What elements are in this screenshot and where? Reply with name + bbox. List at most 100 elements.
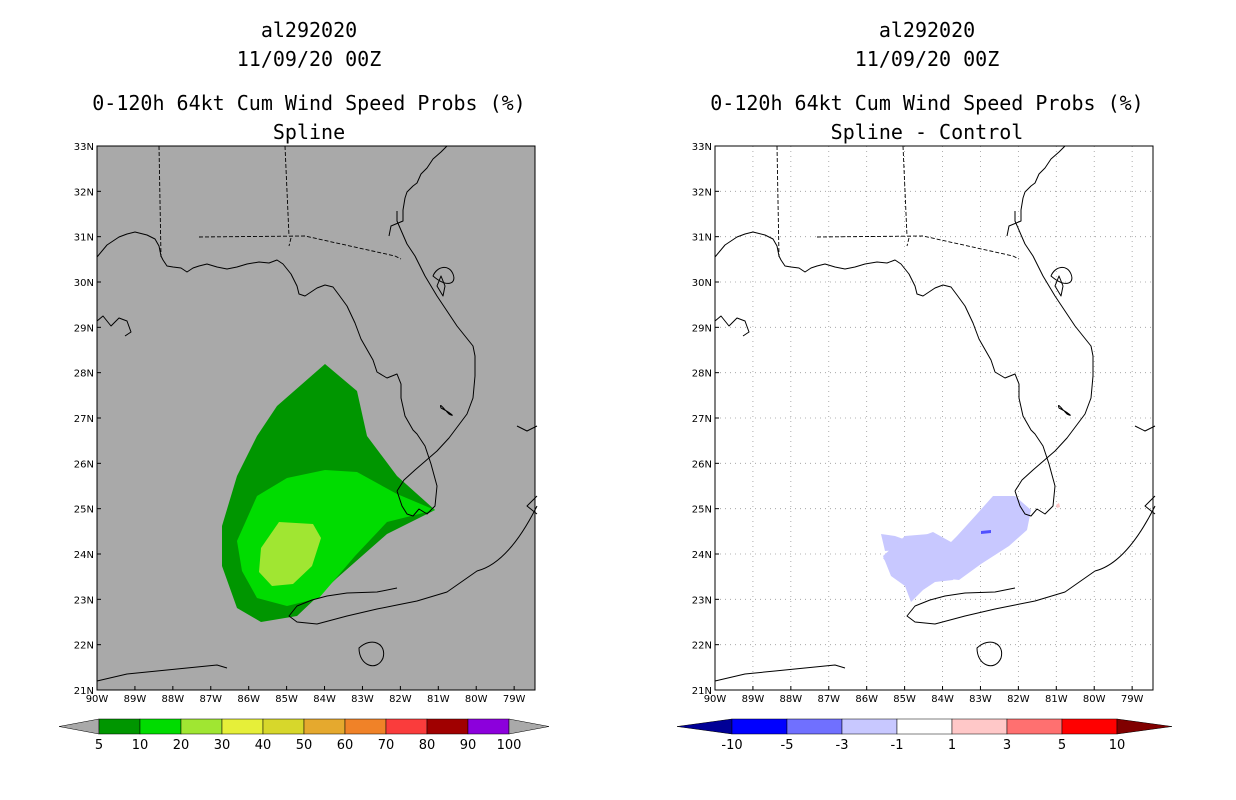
lat-tick-label: 22N: [74, 641, 94, 652]
panel-subtitle: Spline - Control: [831, 120, 1024, 144]
lon-tick-label: 84W: [313, 694, 336, 705]
product-title: 0-120h 64kt Cum Wind Speed Probs (%): [92, 91, 525, 115]
colorbar: -10 -5 -3 -1 1 3 5 10: [676, 718, 1173, 753]
colorbar-end-left: [58, 718, 100, 735]
lat-tick-label: 23N: [74, 595, 94, 606]
lat-tick-label: 26N: [74, 459, 94, 470]
lon-tick-label: 80W: [465, 694, 488, 705]
colorbar-swatch: [896, 718, 953, 735]
colorbar-label: -10: [721, 738, 742, 753]
colorbar-swatch: [951, 718, 1008, 735]
lat-tick-label: 24N: [692, 550, 712, 561]
lon-tick-label: 90W: [86, 694, 109, 705]
lon-tick-label: 88W: [780, 694, 803, 705]
colorbar-swatch: [303, 718, 346, 735]
lat-tick-label: 22N: [692, 641, 712, 652]
lat-tick-label: 31N: [692, 233, 712, 244]
colorbar-end-left: [676, 718, 733, 735]
datetime-label: 11/09/20 00Z: [237, 47, 382, 71]
colorbar-label: 20: [173, 738, 190, 753]
colorbar-swatch: [385, 718, 428, 735]
lon-tick-label: 89W: [742, 694, 765, 705]
lat-tick-label: 25N: [692, 505, 712, 516]
lon-tick-label: 79W: [503, 694, 526, 705]
lon-tick-label: 81W: [1045, 694, 1068, 705]
lon-tick-label: 90W: [704, 694, 727, 705]
lon-tick-label: 79W: [1121, 694, 1144, 705]
colorbar-swatch: [344, 718, 387, 735]
colorbar-swatch: [426, 718, 469, 735]
lon-tick-label: 86W: [855, 694, 878, 705]
lon-tick-label: 86W: [237, 694, 260, 705]
lat-tick-label: 29N: [692, 323, 712, 334]
lat-tick-label: 23N: [692, 595, 712, 606]
colorbar: 5 10 20 30 40 50 60 70 80 90 100: [58, 718, 550, 753]
lat-tick-label: 32N: [692, 187, 712, 198]
lon-tick-label: 84W: [931, 694, 954, 705]
difference-contours: [714, 145, 1156, 682]
lat-tick-label: 27N: [74, 414, 94, 425]
colorbar-label: 10: [1109, 738, 1126, 753]
datetime-label: 11/09/20 00Z: [855, 47, 1000, 71]
colorbar-end-right: [508, 718, 550, 735]
contour-20-30: [259, 522, 321, 586]
colorbar-swatch: [1061, 718, 1118, 735]
lat-tick-label: 33N: [692, 142, 712, 153]
colorbar-swatch: [731, 718, 788, 735]
lat-tick-label: 31N: [74, 233, 94, 244]
contour-neg3-neg1-west: [883, 534, 961, 602]
colorbar-label: -5: [781, 738, 794, 753]
lon-tick-label: 81W: [427, 694, 450, 705]
storm-id-label: al292020: [879, 18, 975, 42]
lon-tick-label: 85W: [275, 694, 298, 705]
colorbar-swatch: [98, 718, 141, 735]
colorbar-swatch: [180, 718, 223, 735]
colorbar-swatch: [841, 718, 898, 735]
lat-tick-label: 30N: [692, 278, 712, 289]
axis-labels: 33N 32N 31N 30N 29N 28N 27N 26N 25N 24N 23N 22N 21N9…: [74, 142, 526, 705]
colorbar-label: 1: [948, 738, 956, 753]
lat-tick-label: 28N: [74, 369, 94, 380]
colorbar-label: 50: [296, 738, 313, 753]
panel-spline: al292020 11/09/20 00Z 0-120h 64kt Cum Wi…: [58, 18, 550, 753]
probability-contours: [96, 145, 538, 682]
colorbar-label: 100: [497, 738, 522, 753]
lat-tick-label: 25N: [74, 505, 94, 516]
colorbar-label: 70: [378, 738, 395, 753]
lon-tick-label: 89W: [124, 694, 147, 705]
panel-subtitle: Spline: [273, 120, 345, 144]
lat-tick-label: 21N: [692, 686, 712, 697]
lat-tick-label: 27N: [692, 414, 712, 425]
colorbar-label: 3: [1003, 738, 1011, 753]
colorbar-label: 5: [95, 738, 103, 753]
lat-tick-label: 21N: [74, 686, 94, 697]
contour-1-3: [1056, 503, 1060, 508]
colorbar-swatch: [262, 718, 305, 735]
colorbar-label: 60: [337, 738, 354, 753]
colorbar-label: 30: [214, 738, 231, 753]
lon-tick-label: 87W: [817, 694, 840, 705]
lat-tick-label: 24N: [74, 550, 94, 561]
colorbar-swatch: [1006, 718, 1063, 735]
colorbar-label: -1: [891, 738, 904, 753]
storm-id-label: al292020: [261, 18, 357, 42]
lat-tick-label: 28N: [692, 369, 712, 380]
lon-tick-label: 83W: [969, 694, 992, 705]
axis-labels: 33N 32N 31N 30N 29N 28N 27N 26N 25N 24N 23N 22N 21N9…: [692, 142, 1144, 705]
colorbar-swatch: [467, 718, 510, 735]
lon-tick-label: 87W: [199, 694, 222, 705]
lat-tick-label: 30N: [74, 278, 94, 289]
colorbar-swatch: [786, 718, 843, 735]
lon-tick-label: 88W: [162, 694, 185, 705]
product-title: 0-120h 64kt Cum Wind Speed Probs (%): [710, 91, 1143, 115]
colorbar-label: 10: [132, 738, 149, 753]
colorbar-label: 80: [419, 738, 436, 753]
colorbar-label: -3: [836, 738, 849, 753]
lon-tick-label: 82W: [1007, 694, 1030, 705]
lon-tick-label: 83W: [351, 694, 374, 705]
lon-tick-label: 85W: [893, 694, 916, 705]
lon-tick-label: 80W: [1083, 694, 1106, 705]
colorbar-swatch: [139, 718, 182, 735]
colorbar-label: 90: [460, 738, 477, 753]
lat-tick-label: 29N: [74, 323, 94, 334]
